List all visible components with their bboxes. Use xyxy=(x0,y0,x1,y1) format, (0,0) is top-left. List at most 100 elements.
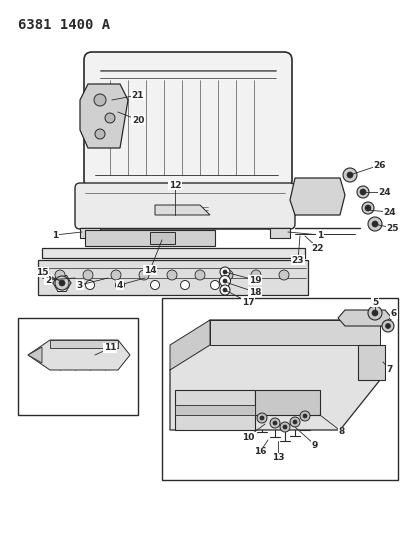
Polygon shape xyxy=(38,260,307,295)
Polygon shape xyxy=(337,310,391,326)
Circle shape xyxy=(95,129,105,139)
Circle shape xyxy=(59,280,65,286)
Circle shape xyxy=(115,280,124,289)
Text: 12: 12 xyxy=(169,181,181,190)
Text: 25: 25 xyxy=(386,223,398,232)
Polygon shape xyxy=(28,340,130,370)
Text: 19: 19 xyxy=(248,276,261,285)
Circle shape xyxy=(150,280,159,289)
Circle shape xyxy=(356,186,368,198)
Text: 22: 22 xyxy=(311,244,324,253)
Circle shape xyxy=(292,420,296,424)
Polygon shape xyxy=(28,347,42,363)
Circle shape xyxy=(166,270,177,280)
Polygon shape xyxy=(170,320,379,430)
Polygon shape xyxy=(209,320,379,345)
Circle shape xyxy=(220,285,229,295)
Circle shape xyxy=(346,172,352,178)
Text: 6: 6 xyxy=(390,310,396,319)
Circle shape xyxy=(220,267,229,277)
Text: 1: 1 xyxy=(52,230,58,239)
Circle shape xyxy=(222,279,227,283)
Text: 24: 24 xyxy=(378,188,390,197)
Text: 11: 11 xyxy=(103,343,116,352)
Text: 7: 7 xyxy=(386,366,392,375)
Circle shape xyxy=(299,411,309,421)
Circle shape xyxy=(342,168,356,182)
Circle shape xyxy=(83,270,93,280)
Circle shape xyxy=(364,205,370,211)
Circle shape xyxy=(55,270,65,280)
Text: 4: 4 xyxy=(117,280,123,289)
Circle shape xyxy=(361,202,373,214)
Text: 26: 26 xyxy=(373,160,385,169)
Circle shape xyxy=(85,280,94,289)
Text: 23: 23 xyxy=(291,255,303,264)
Polygon shape xyxy=(175,390,254,430)
Circle shape xyxy=(94,94,106,106)
Text: 1: 1 xyxy=(316,230,322,239)
Circle shape xyxy=(222,270,232,280)
Circle shape xyxy=(278,270,288,280)
Text: 13: 13 xyxy=(271,454,283,463)
Text: 20: 20 xyxy=(131,116,144,125)
Circle shape xyxy=(219,276,230,287)
Circle shape xyxy=(259,416,263,420)
Circle shape xyxy=(282,425,286,429)
Polygon shape xyxy=(155,205,209,215)
Text: 8: 8 xyxy=(338,427,344,437)
Text: 14: 14 xyxy=(143,265,156,274)
Text: 10: 10 xyxy=(241,432,254,441)
Circle shape xyxy=(371,310,377,316)
Circle shape xyxy=(250,270,261,280)
Polygon shape xyxy=(175,405,254,415)
Circle shape xyxy=(279,422,289,432)
Circle shape xyxy=(195,270,204,280)
Polygon shape xyxy=(270,228,289,238)
Polygon shape xyxy=(254,390,319,415)
Circle shape xyxy=(222,270,227,274)
Polygon shape xyxy=(85,230,214,246)
Text: 21: 21 xyxy=(131,91,144,100)
Text: 5: 5 xyxy=(371,297,377,306)
Circle shape xyxy=(222,288,227,292)
Circle shape xyxy=(111,270,121,280)
Circle shape xyxy=(272,421,276,425)
Circle shape xyxy=(139,270,148,280)
Bar xyxy=(162,298,397,480)
Circle shape xyxy=(210,280,219,289)
Text: 17: 17 xyxy=(241,297,254,306)
Circle shape xyxy=(270,418,279,428)
Circle shape xyxy=(367,217,381,231)
Text: 18: 18 xyxy=(248,287,261,296)
Circle shape xyxy=(359,189,365,195)
Circle shape xyxy=(381,320,393,332)
Polygon shape xyxy=(170,320,209,370)
Circle shape xyxy=(289,417,299,427)
Text: 3: 3 xyxy=(77,280,83,289)
Text: 9: 9 xyxy=(311,440,317,449)
Circle shape xyxy=(367,306,381,320)
Polygon shape xyxy=(289,178,344,215)
Polygon shape xyxy=(150,232,175,244)
Text: 6381 1400 A: 6381 1400 A xyxy=(18,18,110,32)
Circle shape xyxy=(180,280,189,289)
Text: 16: 16 xyxy=(253,448,265,456)
Circle shape xyxy=(256,413,266,423)
Polygon shape xyxy=(50,340,118,348)
Bar xyxy=(18,318,138,415)
Polygon shape xyxy=(357,345,384,380)
Polygon shape xyxy=(80,228,100,238)
Text: 2: 2 xyxy=(45,276,51,285)
Text: 24: 24 xyxy=(383,207,396,216)
Circle shape xyxy=(105,113,115,123)
Polygon shape xyxy=(80,84,128,148)
Circle shape xyxy=(55,276,69,290)
Circle shape xyxy=(371,221,377,227)
FancyBboxPatch shape xyxy=(75,183,294,229)
Circle shape xyxy=(384,324,389,328)
Circle shape xyxy=(302,414,306,418)
Polygon shape xyxy=(42,248,304,258)
Text: 15: 15 xyxy=(36,268,48,277)
FancyBboxPatch shape xyxy=(84,52,291,188)
